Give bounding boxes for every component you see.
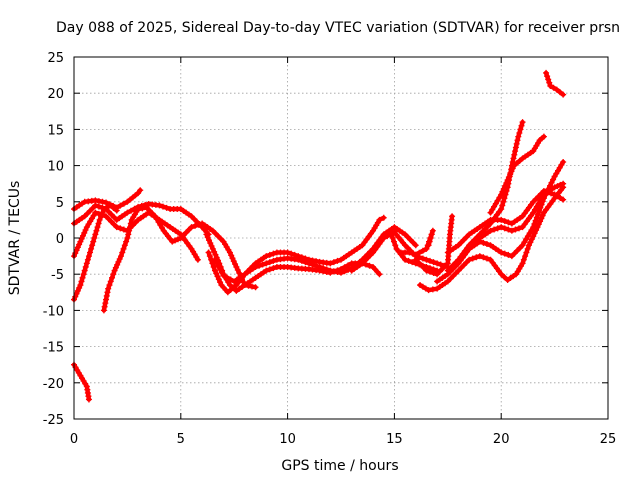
chart-title: Day 088 of 2025, Sidereal Day-to-day VTE… — [56, 20, 620, 36]
y-tick-label: 20 — [47, 87, 64, 102]
series-markers — [100, 204, 259, 314]
y-tick-label: 10 — [47, 160, 64, 175]
series-track-20 — [543, 69, 567, 98]
y-tick-label: -15 — [43, 341, 64, 356]
y-tick-label: 0 — [56, 232, 64, 247]
series-track-12 — [397, 227, 436, 258]
series-markers — [397, 227, 436, 258]
series-track-18 — [466, 158, 567, 260]
y-tick-label: -10 — [43, 304, 64, 319]
y-tick-label: 15 — [47, 123, 64, 138]
x-tick-label: 20 — [493, 432, 510, 447]
y-tick-label: 25 — [47, 51, 64, 66]
series-track-13 — [412, 213, 456, 278]
series-track-19 — [487, 133, 547, 216]
x-tick-label: 5 — [177, 432, 185, 447]
grid — [74, 57, 608, 419]
series-markers — [417, 184, 567, 294]
y-axis-title: SDTVAR / TECUs — [7, 181, 23, 296]
series-markers — [487, 133, 547, 216]
y-tick-label: -25 — [43, 413, 64, 428]
series-track-14 — [417, 184, 567, 294]
data-series — [71, 69, 567, 403]
series-markers — [412, 213, 456, 278]
series-markers — [444, 187, 567, 256]
series-track-5 — [100, 204, 259, 314]
x-tick-label: 15 — [386, 432, 403, 447]
axis-ticks: 0 5 10 15 20 25 25 20 15 10 5 0 -5 -10 -15 -20 -25 — [43, 51, 617, 447]
x-axis-title: GPS time / hours — [281, 458, 398, 474]
series-track-11 — [387, 227, 441, 274]
y-tick-label: -5 — [51, 268, 64, 283]
series-markers — [543, 69, 567, 98]
x-tick-label: 10 — [279, 432, 296, 447]
y-tick-label: -20 — [43, 377, 64, 392]
y-tick-label: 5 — [56, 196, 64, 211]
x-tick-label: 25 — [600, 432, 617, 447]
series-markers — [466, 158, 567, 260]
x-tick-label: 0 — [70, 432, 78, 447]
